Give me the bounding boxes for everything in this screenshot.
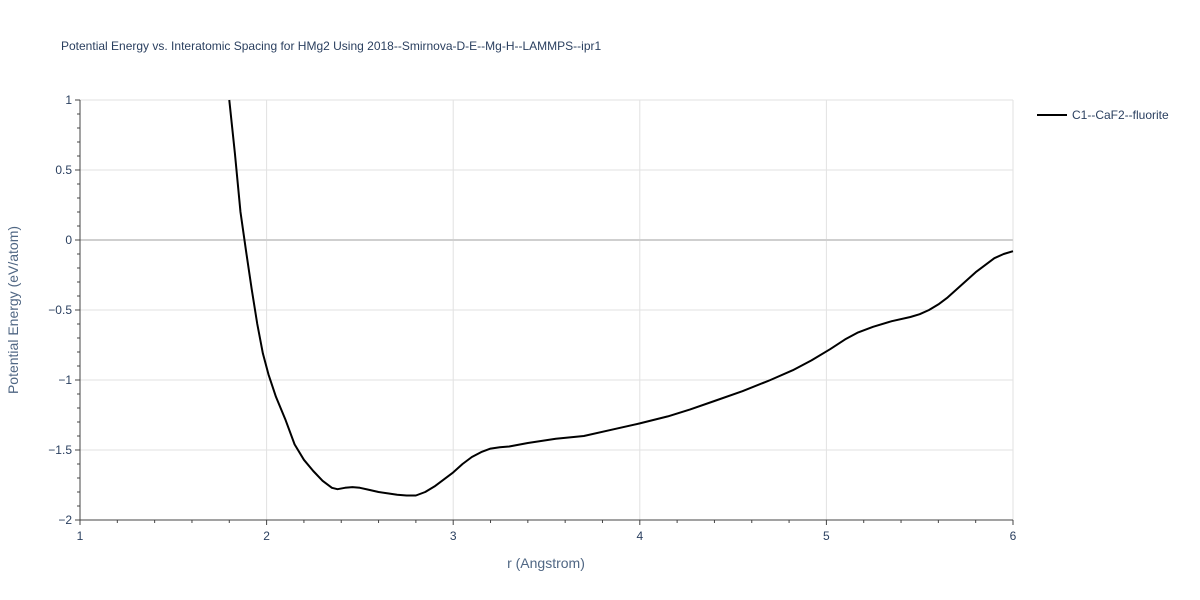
x-tick-label: 6: [1010, 529, 1017, 543]
x-tick-label: 5: [823, 529, 830, 543]
series-line-1: [228, 99, 1014, 497]
series-layer: [228, 99, 1014, 497]
y-tick-label: −1.5: [48, 443, 72, 457]
y-tick-label: 0: [65, 233, 72, 247]
grid-lines: [80, 99, 1014, 520]
tick-labels: 1 2 3 4 5 6 −2 −1.5 −1 −0.5 0 0.5 1: [48, 93, 1016, 543]
y-tick-label: −1: [58, 373, 72, 387]
x-tick-label: 2: [263, 529, 270, 543]
y-tick-label: 1: [65, 93, 72, 107]
x-tick-label: 1: [77, 529, 84, 543]
y-tick-label: 0.5: [55, 163, 72, 177]
y-tick-label: −0.5: [48, 303, 72, 317]
axes: [75, 99, 1014, 525]
y-tick-label: −2: [58, 513, 72, 527]
legend-label-series-1: C1--CaF2--fluorite: [1072, 108, 1169, 122]
y-axis-title: Potential Energy (eV/atom): [5, 226, 21, 394]
legend[interactable]: C1--CaF2--fluorite: [1037, 108, 1169, 122]
x-axis-title: r (Angstrom): [507, 555, 585, 571]
x-tick-label: 3: [450, 529, 457, 543]
chart-title: Potential Energy vs. Interatomic Spacing…: [61, 39, 601, 53]
x-tick-label: 4: [636, 529, 643, 543]
